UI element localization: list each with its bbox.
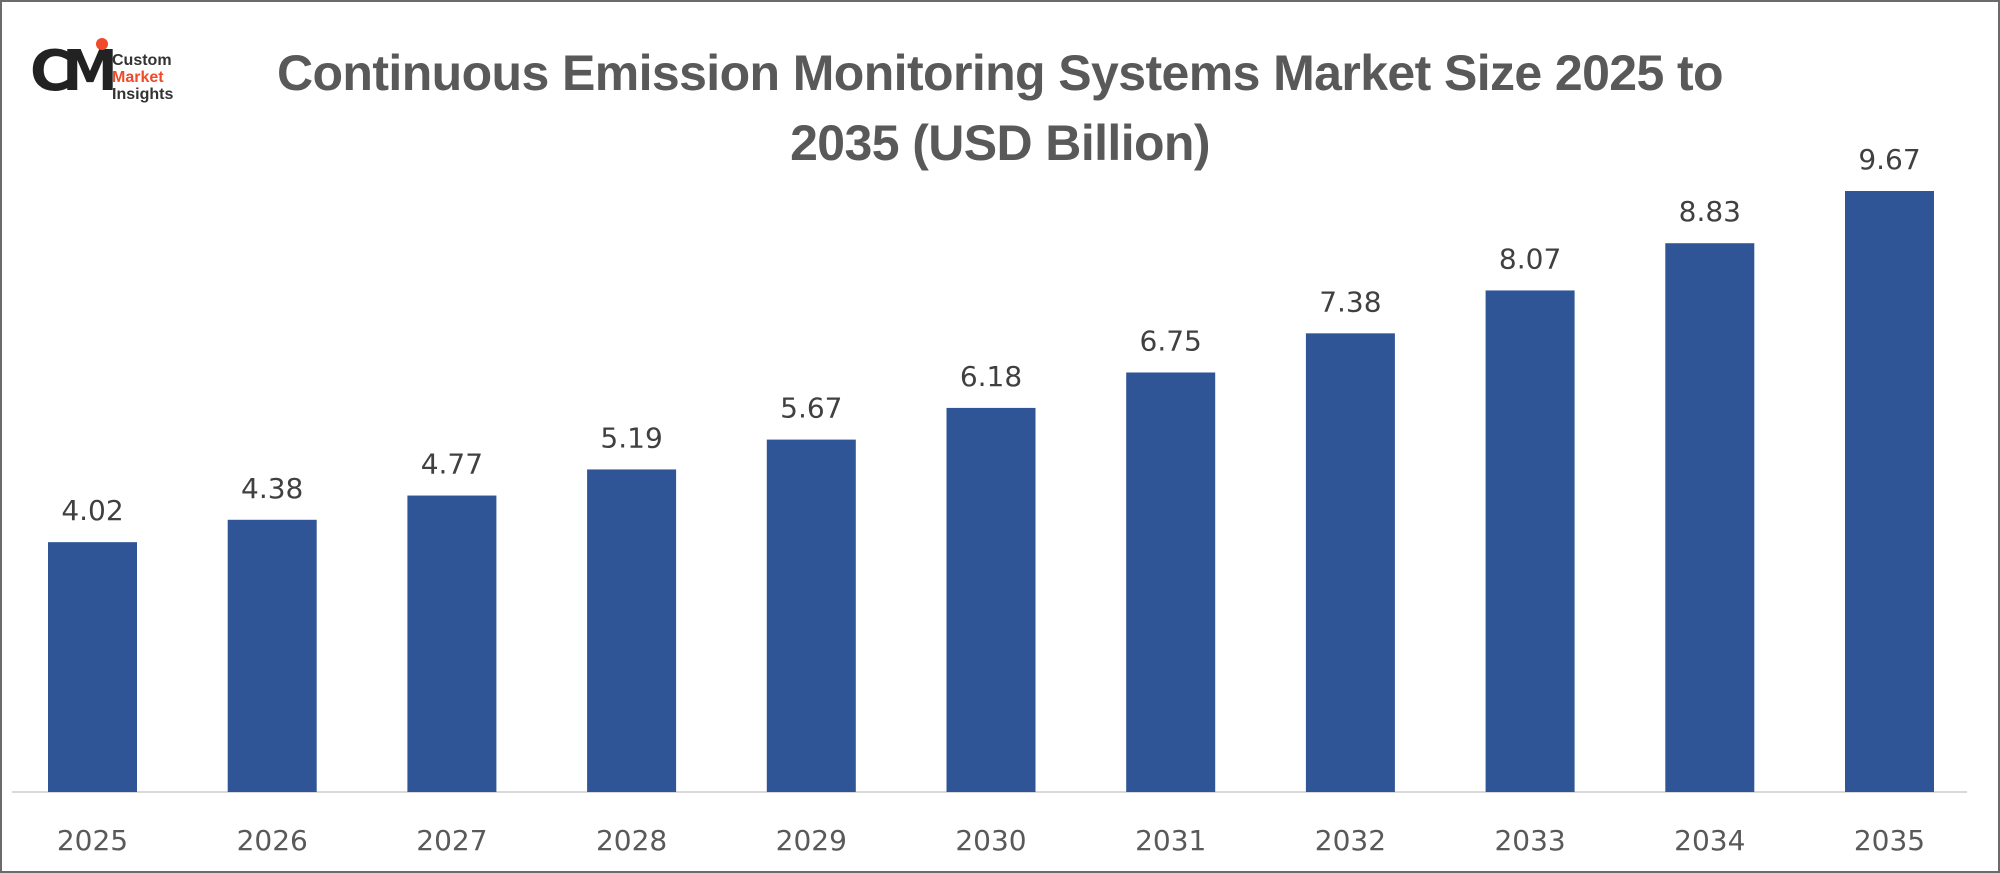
data-label-2035: 9.67 xyxy=(1858,143,1920,176)
data-label-2031: 6.75 xyxy=(1140,324,1202,357)
logo-mark: CM xyxy=(30,39,118,104)
x-tick-label-2033: 2033 xyxy=(1494,824,1565,857)
bar-2027 xyxy=(407,495,497,792)
bar-2026 xyxy=(227,519,317,792)
logo-line-3: Insights xyxy=(112,86,174,103)
x-tick-label-2034: 2034 xyxy=(1674,824,1745,857)
bar-2035 xyxy=(1845,191,1934,792)
bar-2031 xyxy=(1126,372,1216,792)
data-label-2028: 5.19 xyxy=(600,421,662,454)
x-tick-label-2029: 2029 xyxy=(776,824,847,857)
chart-title: Continuous Emission Monitoring Systems M… xyxy=(276,45,1724,171)
bar-2032 xyxy=(1305,333,1395,792)
bar-2028 xyxy=(587,469,677,792)
x-tick-label-2025: 2025 xyxy=(57,824,128,857)
logo-text: Custom Market Insights xyxy=(112,52,173,103)
logo: CM Custom Market Insights xyxy=(30,38,210,118)
x-tick-label-2032: 2032 xyxy=(1315,824,1386,857)
x-tick-label-2035: 2035 xyxy=(1854,824,1925,857)
bar-2030 xyxy=(946,407,1036,792)
x-tick-label-2028: 2028 xyxy=(596,824,667,857)
logo-line-1: Custom xyxy=(112,52,172,69)
bar-2033 xyxy=(1485,290,1575,792)
x-tick-label-2027: 2027 xyxy=(416,824,487,857)
data-label-2025: 4.02 xyxy=(61,494,123,527)
data-label-2034: 8.83 xyxy=(1679,195,1741,228)
logo-line-2: Market xyxy=(112,69,164,86)
data-label-2033: 8.07 xyxy=(1499,242,1561,275)
data-label-2027: 4.77 xyxy=(421,448,483,481)
data-label-2030: 6.18 xyxy=(960,360,1022,393)
x-tick-label-2030: 2030 xyxy=(955,824,1026,857)
data-label-2026: 4.38 xyxy=(241,472,303,505)
bar-2029 xyxy=(766,439,856,792)
x-tick-label-2026: 2026 xyxy=(237,824,308,857)
data-label-2032: 7.38 xyxy=(1319,285,1381,318)
bar-2025 xyxy=(48,542,137,792)
data-label-2029: 5.67 xyxy=(780,392,842,425)
x-tick-label-2031: 2031 xyxy=(1135,824,1206,857)
logo-dot-icon xyxy=(96,38,108,50)
bar-2034 xyxy=(1665,243,1755,792)
